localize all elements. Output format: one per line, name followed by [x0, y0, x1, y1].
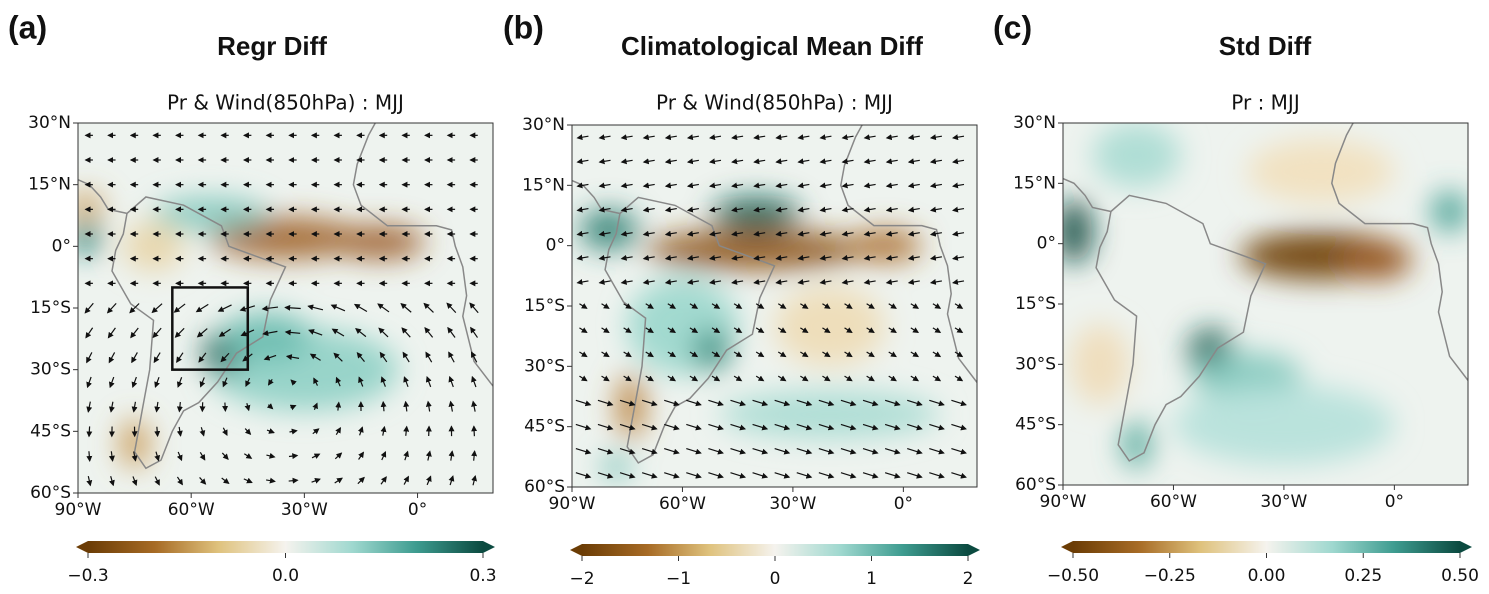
shade	[712, 197, 800, 229]
panel-label: (c)	[993, 9, 1032, 45]
colorbar-tick-label: 1	[866, 569, 877, 589]
shade	[646, 230, 867, 270]
x-tick-label: 90°W	[1040, 492, 1087, 512]
map	[1056, 115, 1468, 485]
wind-arrow	[157, 427, 158, 436]
colorbar-tick-label: −0.25	[1144, 566, 1196, 586]
panel-label: (b)	[503, 9, 544, 45]
colorbar-tick-label: 0.00	[1248, 566, 1286, 586]
colorbar	[582, 544, 968, 556]
y-tick-label: 0°	[1037, 234, 1056, 254]
y-tick-label: 15°S	[1015, 294, 1056, 314]
panel-label: (a)	[8, 9, 47, 45]
colorbar-tick-label: 0.25	[1344, 566, 1382, 586]
colorbar-extend-low	[570, 544, 582, 556]
y-tick-label: 45°S	[1015, 415, 1056, 435]
map	[67, 115, 493, 493]
shade	[123, 222, 183, 271]
y-tick-label: 15°N	[522, 175, 565, 195]
colorbar-extend-high	[968, 544, 980, 556]
y-tick-label: 30°S	[30, 360, 71, 380]
y-tick-label: 30°N	[522, 115, 565, 135]
x-tick-label: 0°	[408, 500, 427, 520]
shade	[1070, 324, 1129, 404]
x-tick-label: 60°W	[1150, 492, 1197, 512]
colorbar-tick-label: 0.3	[469, 566, 496, 586]
colorbar-extend-high	[1460, 541, 1472, 553]
panel-title: Climatological Mean Diff	[621, 31, 923, 61]
shade	[1431, 191, 1468, 231]
panel-subtitle: Pr & Wind(850hPa) : MJJ	[656, 91, 893, 115]
panel-subtitle: Pr & Wind(850hPa) : MJJ	[167, 91, 404, 115]
y-tick-label: 30°S	[524, 356, 565, 376]
y-tick-label: 30°S	[1015, 354, 1056, 374]
shade	[694, 330, 731, 370]
wind-arrow	[289, 480, 298, 481]
shade	[70, 222, 100, 255]
colorbar-extend-low	[76, 541, 88, 553]
colorbar-tick-label: 2	[963, 569, 974, 589]
panel-subtitle: Pr : MJJ	[1231, 91, 1299, 115]
colorbar-extend-high	[483, 541, 495, 553]
x-tick-label: 60°W	[168, 500, 215, 520]
shade	[335, 226, 426, 259]
colorbar	[1073, 541, 1460, 553]
colorbar-tick-label: 0.0	[272, 566, 299, 586]
shade	[1173, 384, 1394, 464]
x-tick-label: 90°W	[549, 494, 596, 514]
panel-title: Std Diff	[1219, 31, 1312, 61]
y-tick-label: 0°	[546, 236, 565, 256]
colorbar-tick-label: 0.50	[1441, 566, 1479, 586]
y-tick-label: 15°S	[524, 296, 565, 316]
wind-arrow	[89, 426, 90, 436]
map	[565, 117, 977, 487]
colorbar-extend-low	[1061, 541, 1073, 553]
colorbar-tick-label: −1	[666, 569, 691, 589]
colorbar-tick-label: 0	[770, 569, 781, 589]
shade	[775, 286, 885, 366]
shade	[719, 390, 940, 438]
y-tick-label: 15°S	[30, 298, 71, 318]
shade	[67, 193, 105, 218]
y-tick-label: 15°N	[28, 175, 71, 195]
y-tick-label: 45°S	[524, 417, 565, 437]
colorbar-tick-label: −0.3	[67, 566, 108, 586]
wind-arrow	[89, 451, 90, 461]
y-tick-label: 30°N	[28, 113, 71, 133]
x-tick-label: 0°	[1385, 492, 1404, 512]
colorbar-tick-label: −2	[569, 569, 594, 589]
shade	[1056, 199, 1093, 263]
x-tick-label: 30°W	[1260, 492, 1307, 512]
shade	[579, 209, 638, 249]
y-tick-label: 45°S	[30, 421, 71, 441]
x-tick-label: 90°W	[55, 500, 102, 520]
wind-arrow	[383, 402, 384, 411]
y-tick-label: 30°N	[1013, 113, 1056, 133]
shade	[1339, 240, 1413, 280]
shade	[1092, 123, 1180, 187]
x-tick-label: 30°W	[281, 500, 328, 520]
shade	[120, 419, 150, 468]
x-tick-label: 0°	[894, 494, 913, 514]
colorbar	[88, 541, 483, 553]
x-tick-label: 30°W	[769, 494, 816, 514]
shade	[1247, 139, 1394, 203]
y-tick-label: 0°	[52, 236, 71, 256]
y-tick-label: 15°N	[1013, 173, 1056, 193]
colorbar-tick-label: −0.50	[1047, 566, 1099, 586]
x-tick-label: 60°W	[659, 494, 706, 514]
panel-title: Regr Diff	[217, 31, 327, 61]
